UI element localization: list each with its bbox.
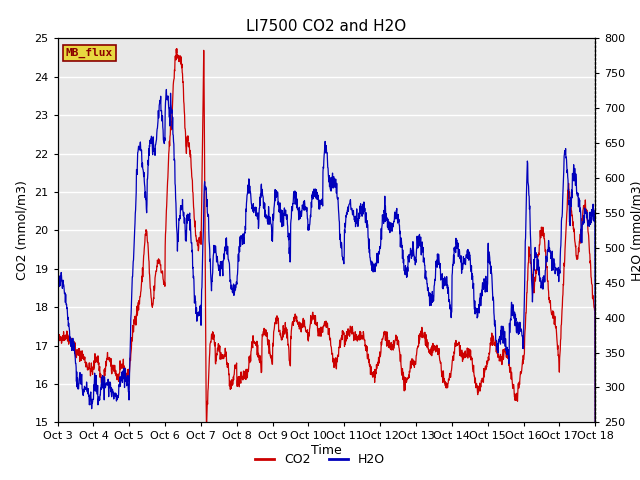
- H2O: [591, 420, 599, 425]
- CO2: [84, 367, 92, 372]
- H2O: [163, 86, 170, 92]
- Y-axis label: H2O (mmol/m3): H2O (mmol/m3): [631, 180, 640, 281]
- CO2: [203, 420, 211, 425]
- CO2: [421, 339, 429, 345]
- H2O: [255, 211, 263, 217]
- H2O: [273, 193, 281, 199]
- H2O: [421, 263, 429, 268]
- Legend: CO2, H2O: CO2, H2O: [250, 448, 390, 471]
- Line: H2O: H2O: [58, 89, 595, 422]
- Line: CO2: CO2: [58, 48, 595, 422]
- H2O: [276, 200, 284, 206]
- CO2: [255, 357, 263, 362]
- CO2: [168, 106, 176, 112]
- Text: MB_flux: MB_flux: [66, 48, 113, 58]
- Title: LI7500 CO2 and H2O: LI7500 CO2 and H2O: [246, 20, 406, 35]
- CO2: [276, 332, 284, 338]
- X-axis label: Time: Time: [311, 444, 342, 457]
- CO2: [173, 46, 180, 51]
- CO2: [54, 337, 61, 343]
- H2O: [54, 268, 61, 274]
- CO2: [274, 317, 282, 323]
- Y-axis label: CO2 (mmol/m3): CO2 (mmol/m3): [16, 180, 29, 280]
- H2O: [84, 390, 92, 396]
- CO2: [591, 420, 599, 425]
- H2O: [169, 114, 177, 120]
